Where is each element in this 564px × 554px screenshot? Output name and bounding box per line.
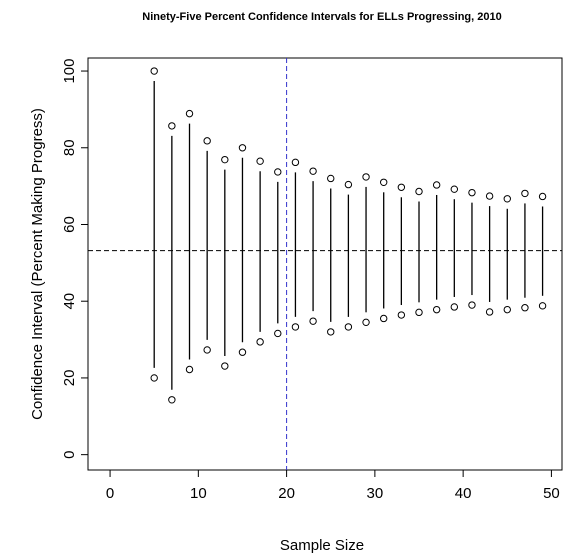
- upper-point: [485, 192, 494, 200]
- lower-point: [485, 308, 494, 316]
- upper-point: [379, 178, 388, 186]
- lower-point: [309, 317, 317, 325]
- plot-box: [87, 57, 563, 471]
- upper-point: [150, 67, 158, 75]
- upper-point: [256, 157, 264, 165]
- x-tick-label: 20: [278, 485, 295, 502]
- upper-point: [291, 158, 300, 167]
- upper-point: [468, 188, 476, 197]
- lower-point: [538, 302, 547, 310]
- lower-point: [415, 308, 423, 317]
- lower-point: [150, 374, 158, 382]
- x-axis-label: Sample Size: [280, 537, 364, 554]
- lower-point: [274, 329, 282, 338]
- lower-point: [327, 328, 335, 336]
- y-tick-label: 60: [61, 216, 78, 233]
- y-tick-label: 0: [61, 450, 78, 458]
- upper-point: [503, 195, 511, 203]
- lower-point: [397, 311, 406, 319]
- upper-point: [327, 174, 335, 183]
- lower-point: [344, 323, 353, 331]
- x-tick-label: 50: [543, 485, 560, 502]
- lower-point: [168, 396, 176, 404]
- upper-point: [450, 185, 459, 193]
- x-tick-label: 10: [190, 485, 207, 502]
- upper-point: [274, 168, 282, 176]
- lower-point: [291, 323, 300, 331]
- lower-point: [503, 305, 511, 314]
- upper-point: [168, 122, 176, 130]
- lower-point: [185, 365, 194, 374]
- x-tick-label: 0: [106, 485, 114, 502]
- y-tick-label: 100: [61, 59, 78, 84]
- y-tick-label: 40: [61, 293, 78, 310]
- lower-point: [379, 314, 388, 323]
- lower-point: [256, 338, 264, 346]
- upper-point: [397, 183, 406, 191]
- lower-point: [432, 305, 441, 314]
- upper-point: [538, 192, 547, 201]
- upper-point: [432, 181, 441, 189]
- lower-point: [203, 346, 211, 354]
- upper-point: [203, 137, 211, 145]
- chart-title: Ninety-Five Percent Confidence Intervals…: [142, 11, 501, 23]
- upper-point: [221, 155, 229, 164]
- upper-point: [362, 173, 370, 181]
- upper-point: [344, 180, 353, 189]
- x-tick-label: 30: [367, 485, 384, 502]
- lower-point: [468, 301, 476, 309]
- y-axis-label: Confidence Interval (Percent Making Prog…: [29, 108, 46, 420]
- upper-point: [185, 109, 194, 118]
- lower-point: [362, 318, 370, 327]
- lower-point: [238, 348, 247, 356]
- lower-point: [221, 362, 229, 370]
- lower-point: [450, 303, 459, 311]
- upper-point: [309, 167, 317, 175]
- lower-point: [521, 304, 529, 312]
- upper-point: [521, 189, 529, 198]
- upper-point: [415, 187, 423, 196]
- y-tick-label: 80: [61, 139, 78, 156]
- upper-point: [238, 144, 247, 152]
- y-tick-label: 20: [61, 370, 78, 387]
- x-tick-label: 40: [455, 485, 472, 502]
